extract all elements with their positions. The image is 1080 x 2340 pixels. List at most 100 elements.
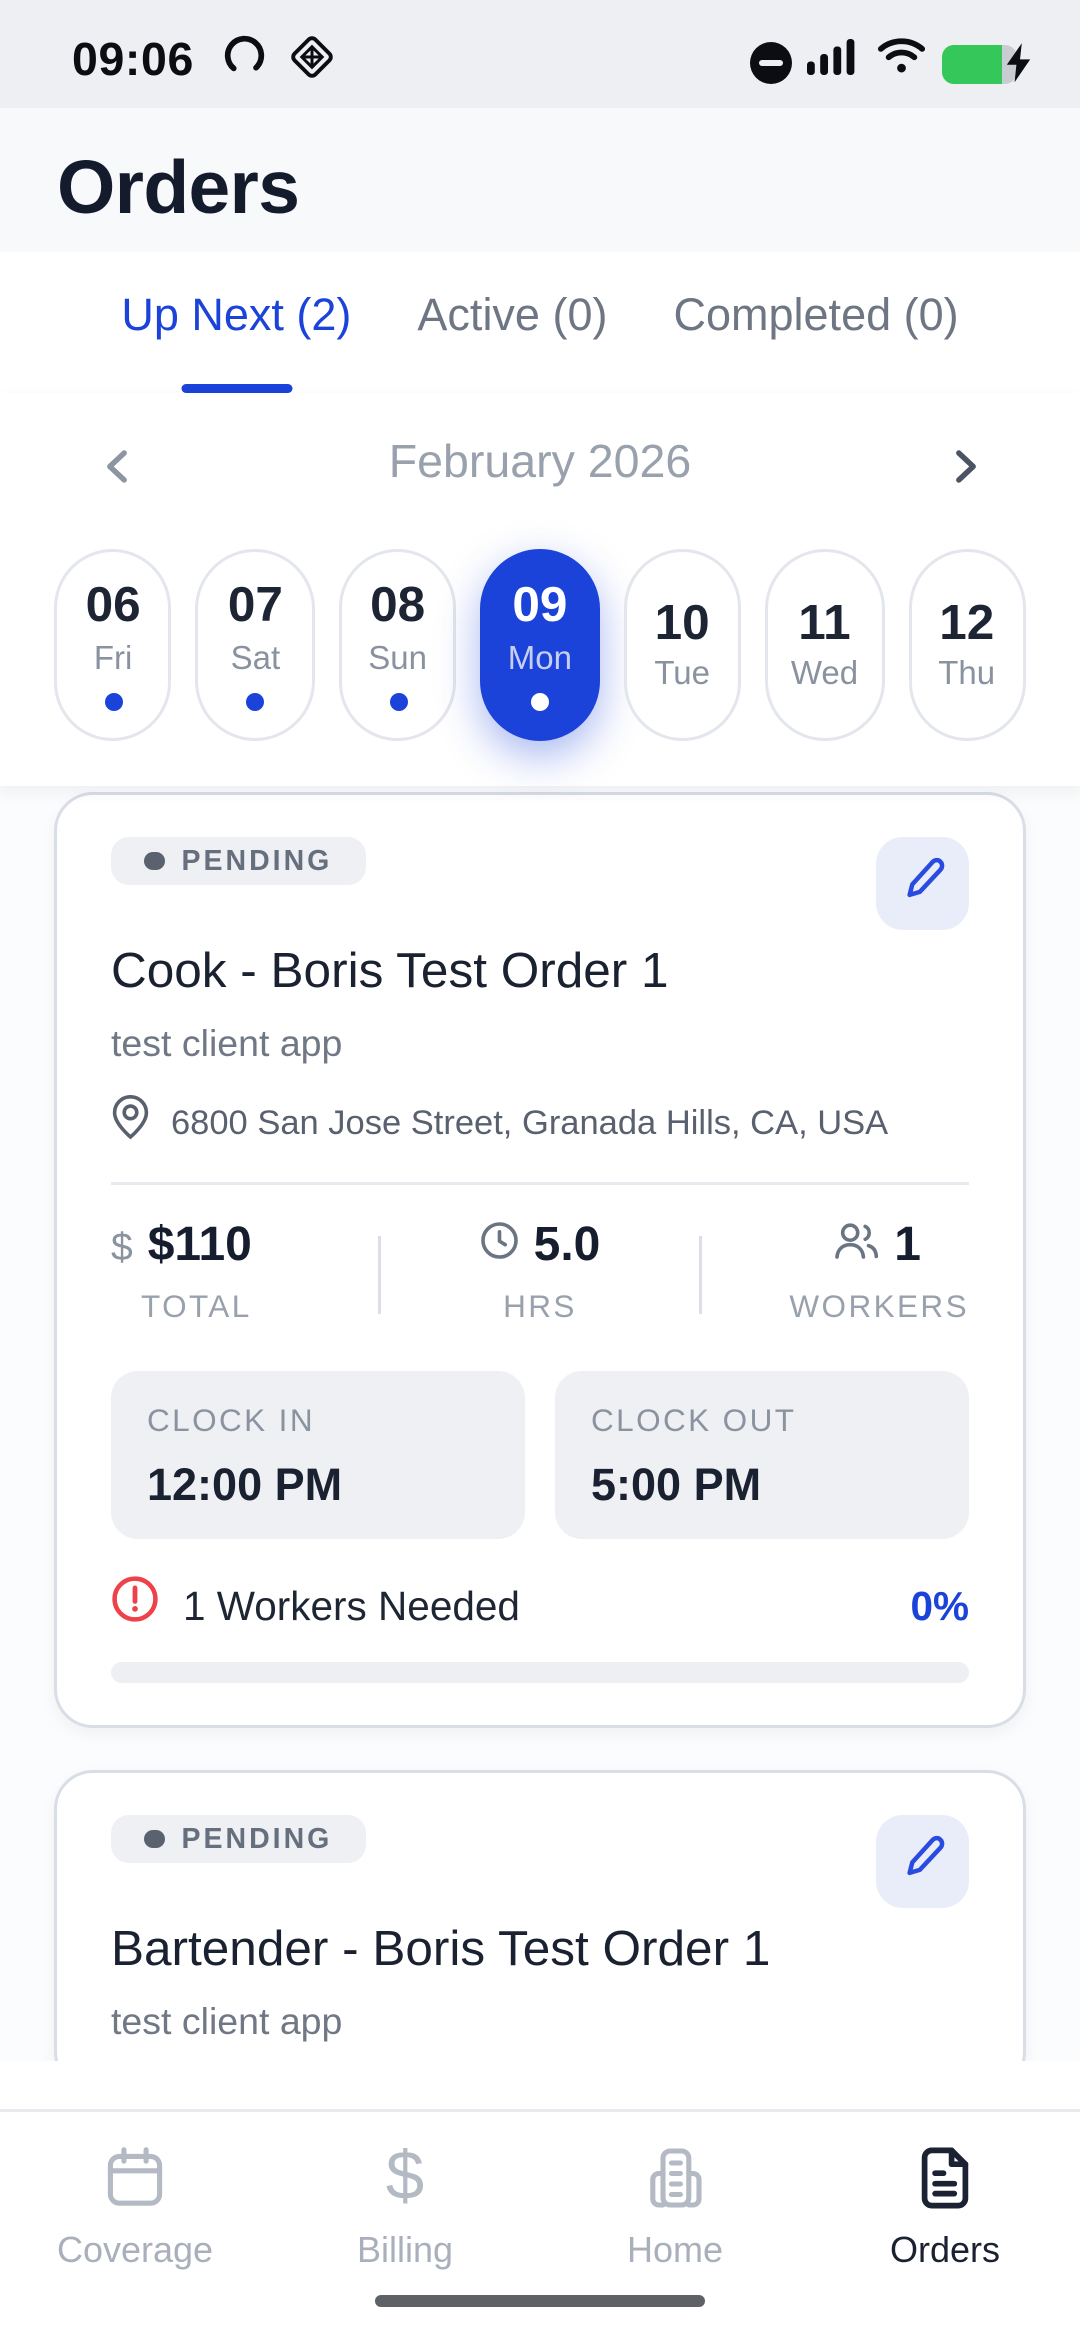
card-header-row: PENDING xyxy=(111,837,969,930)
wifi-icon xyxy=(876,36,927,90)
status-badge: PENDING xyxy=(111,837,366,885)
workers-icon xyxy=(834,1221,879,1275)
tab-up-next-label: Up Next (2) xyxy=(121,291,352,342)
stat-hours: 5.0 HRS xyxy=(380,1221,700,1329)
tab-up-next[interactable]: Up Next (2) xyxy=(121,291,351,393)
order-dot xyxy=(104,691,123,710)
clock-time: 09:06 xyxy=(72,36,194,87)
day-pill-07[interactable]: 07 Sat xyxy=(196,549,315,741)
charging-bolt-icon xyxy=(1005,42,1032,99)
alert-icon xyxy=(111,1575,159,1638)
battery-icon xyxy=(942,42,1032,84)
month-label: February 2026 xyxy=(388,438,692,489)
order-title: Bartender - Boris Test Order 1 xyxy=(111,1923,771,1977)
day-number: 12 xyxy=(939,596,995,651)
total-label: TOTAL xyxy=(141,1290,252,1326)
tab-active[interactable]: Active (0) xyxy=(417,291,607,393)
calendar-icon xyxy=(99,2139,171,2214)
day-of-week: Mon xyxy=(507,640,573,677)
nav-item-billing[interactable]: $ Billing xyxy=(285,2136,525,2272)
workers-value: 1 xyxy=(894,1221,921,1272)
fill-percentage: 0% xyxy=(910,1584,969,1629)
stat-workers: 1 WORKERS xyxy=(703,1221,969,1329)
order-card-cook[interactable]: PENDING Cook - Boris Test Order 1 test c… xyxy=(54,792,1026,1728)
status-badge: PENDING xyxy=(111,1815,366,1863)
nav-item-coverage[interactable]: Coverage xyxy=(15,2139,255,2271)
location-pin-icon xyxy=(111,1095,150,1155)
tab-completed[interactable]: Completed (0) xyxy=(674,291,959,393)
diamond-badge-icon xyxy=(287,32,335,95)
day-of-week: Sun xyxy=(368,640,428,677)
page-title: Orders xyxy=(57,147,300,231)
do-not-disturb-icon xyxy=(750,42,792,84)
previous-month-chevron-icon[interactable] xyxy=(90,438,144,492)
day-pill-12[interactable]: 12 Thu xyxy=(907,549,1026,741)
status-badge-label: PENDING xyxy=(181,844,333,878)
status-bar: 09:06 xyxy=(0,0,1080,108)
day-pill-09-selected[interactable]: 09 Mon xyxy=(480,549,600,741)
clock-out-label: CLOCK OUT xyxy=(591,1404,797,1440)
day-pill-11[interactable]: 11 Wed xyxy=(765,549,884,741)
tab-active-label: Active (0) xyxy=(417,291,608,342)
stat-divider xyxy=(699,1236,703,1314)
clock-out-time: 5:00 PM xyxy=(591,1461,762,1512)
divider xyxy=(111,1182,969,1185)
day-of-week: Tue xyxy=(654,657,711,694)
day-number: 10 xyxy=(654,596,710,651)
order-card-bartender[interactable]: PENDING Bartender - Boris Test Order 1 t… xyxy=(54,1770,1026,2061)
clock-icon xyxy=(480,1221,519,1275)
nav-label-home: Home xyxy=(626,2229,723,2271)
order-dot xyxy=(388,691,407,710)
tab-completed-label: Completed (0) xyxy=(673,291,959,342)
status-dot-icon xyxy=(144,1829,164,1849)
day-carousel: 06 Fri 07 Sat 08 Sun 09 Mon 10 Tue xyxy=(0,513,1080,747)
order-dot xyxy=(530,691,549,710)
nav-label-coverage: Coverage xyxy=(56,2229,214,2271)
dollar-icon: $ xyxy=(385,2136,425,2214)
status-left-icons xyxy=(221,32,335,95)
day-number: 06 xyxy=(85,580,141,635)
order-client: test client app xyxy=(111,1023,343,1065)
day-of-week: Fri xyxy=(93,640,133,677)
day-pill-08[interactable]: 08 Sun xyxy=(338,549,457,741)
month-navigation: February 2026 xyxy=(0,417,1080,513)
active-tab-underline xyxy=(180,382,292,393)
status-badge-label: PENDING xyxy=(181,1822,333,1856)
dollar-icon: $ xyxy=(111,1224,133,1269)
nav-item-home[interactable]: Home xyxy=(555,2139,795,2271)
order-list: PENDING Cook - Boris Test Order 1 test c… xyxy=(0,786,1080,2061)
next-month-chevron-icon[interactable] xyxy=(936,438,990,492)
clock-in-box: CLOCK IN 12:00 PM xyxy=(111,1371,525,1539)
nav-label-orders: Orders xyxy=(889,2229,1001,2271)
tab-bar: Up Next (2) Active (0) Completed (0) xyxy=(0,252,1080,393)
edit-order-button[interactable] xyxy=(876,837,969,930)
day-of-week: Wed xyxy=(790,657,859,694)
day-pill-06[interactable]: 06 Fri xyxy=(54,549,173,741)
nav-item-orders[interactable]: Orders xyxy=(825,2139,1065,2271)
home-indicator[interactable] xyxy=(375,2293,705,2307)
day-number: 07 xyxy=(227,580,283,635)
day-number: 08 xyxy=(370,580,426,635)
hours-value: 5.0 xyxy=(533,1221,601,1272)
stat-divider xyxy=(377,1236,381,1314)
workers-label: WORKERS xyxy=(789,1290,969,1326)
hours-label: HRS xyxy=(503,1290,577,1326)
order-stats-row: $ $110 TOTAL 5.0 HRS xyxy=(111,1221,969,1329)
loading-spinner-icon xyxy=(221,33,266,93)
status-dot-icon xyxy=(144,851,164,871)
document-icon xyxy=(909,2139,981,2214)
signal-bars-icon xyxy=(807,36,861,90)
order-dot xyxy=(246,691,265,710)
edit-order-button[interactable] xyxy=(876,1815,969,1908)
day-of-week: Thu xyxy=(938,657,996,694)
building-icon xyxy=(639,2139,711,2214)
order-address: 6800 San Jose Street, Granada Hills, CA,… xyxy=(171,1107,889,1143)
day-number: 11 xyxy=(798,596,851,651)
status-right-icons xyxy=(750,36,1032,90)
order-title: Cook - Boris Test Order 1 xyxy=(111,945,669,999)
order-client: test client app xyxy=(111,2001,343,2043)
card-header-row: PENDING xyxy=(111,1815,969,1908)
day-pill-10[interactable]: 10 Tue xyxy=(623,549,742,741)
workers-needed-row: 1 Workers Needed 0% xyxy=(111,1576,969,1632)
